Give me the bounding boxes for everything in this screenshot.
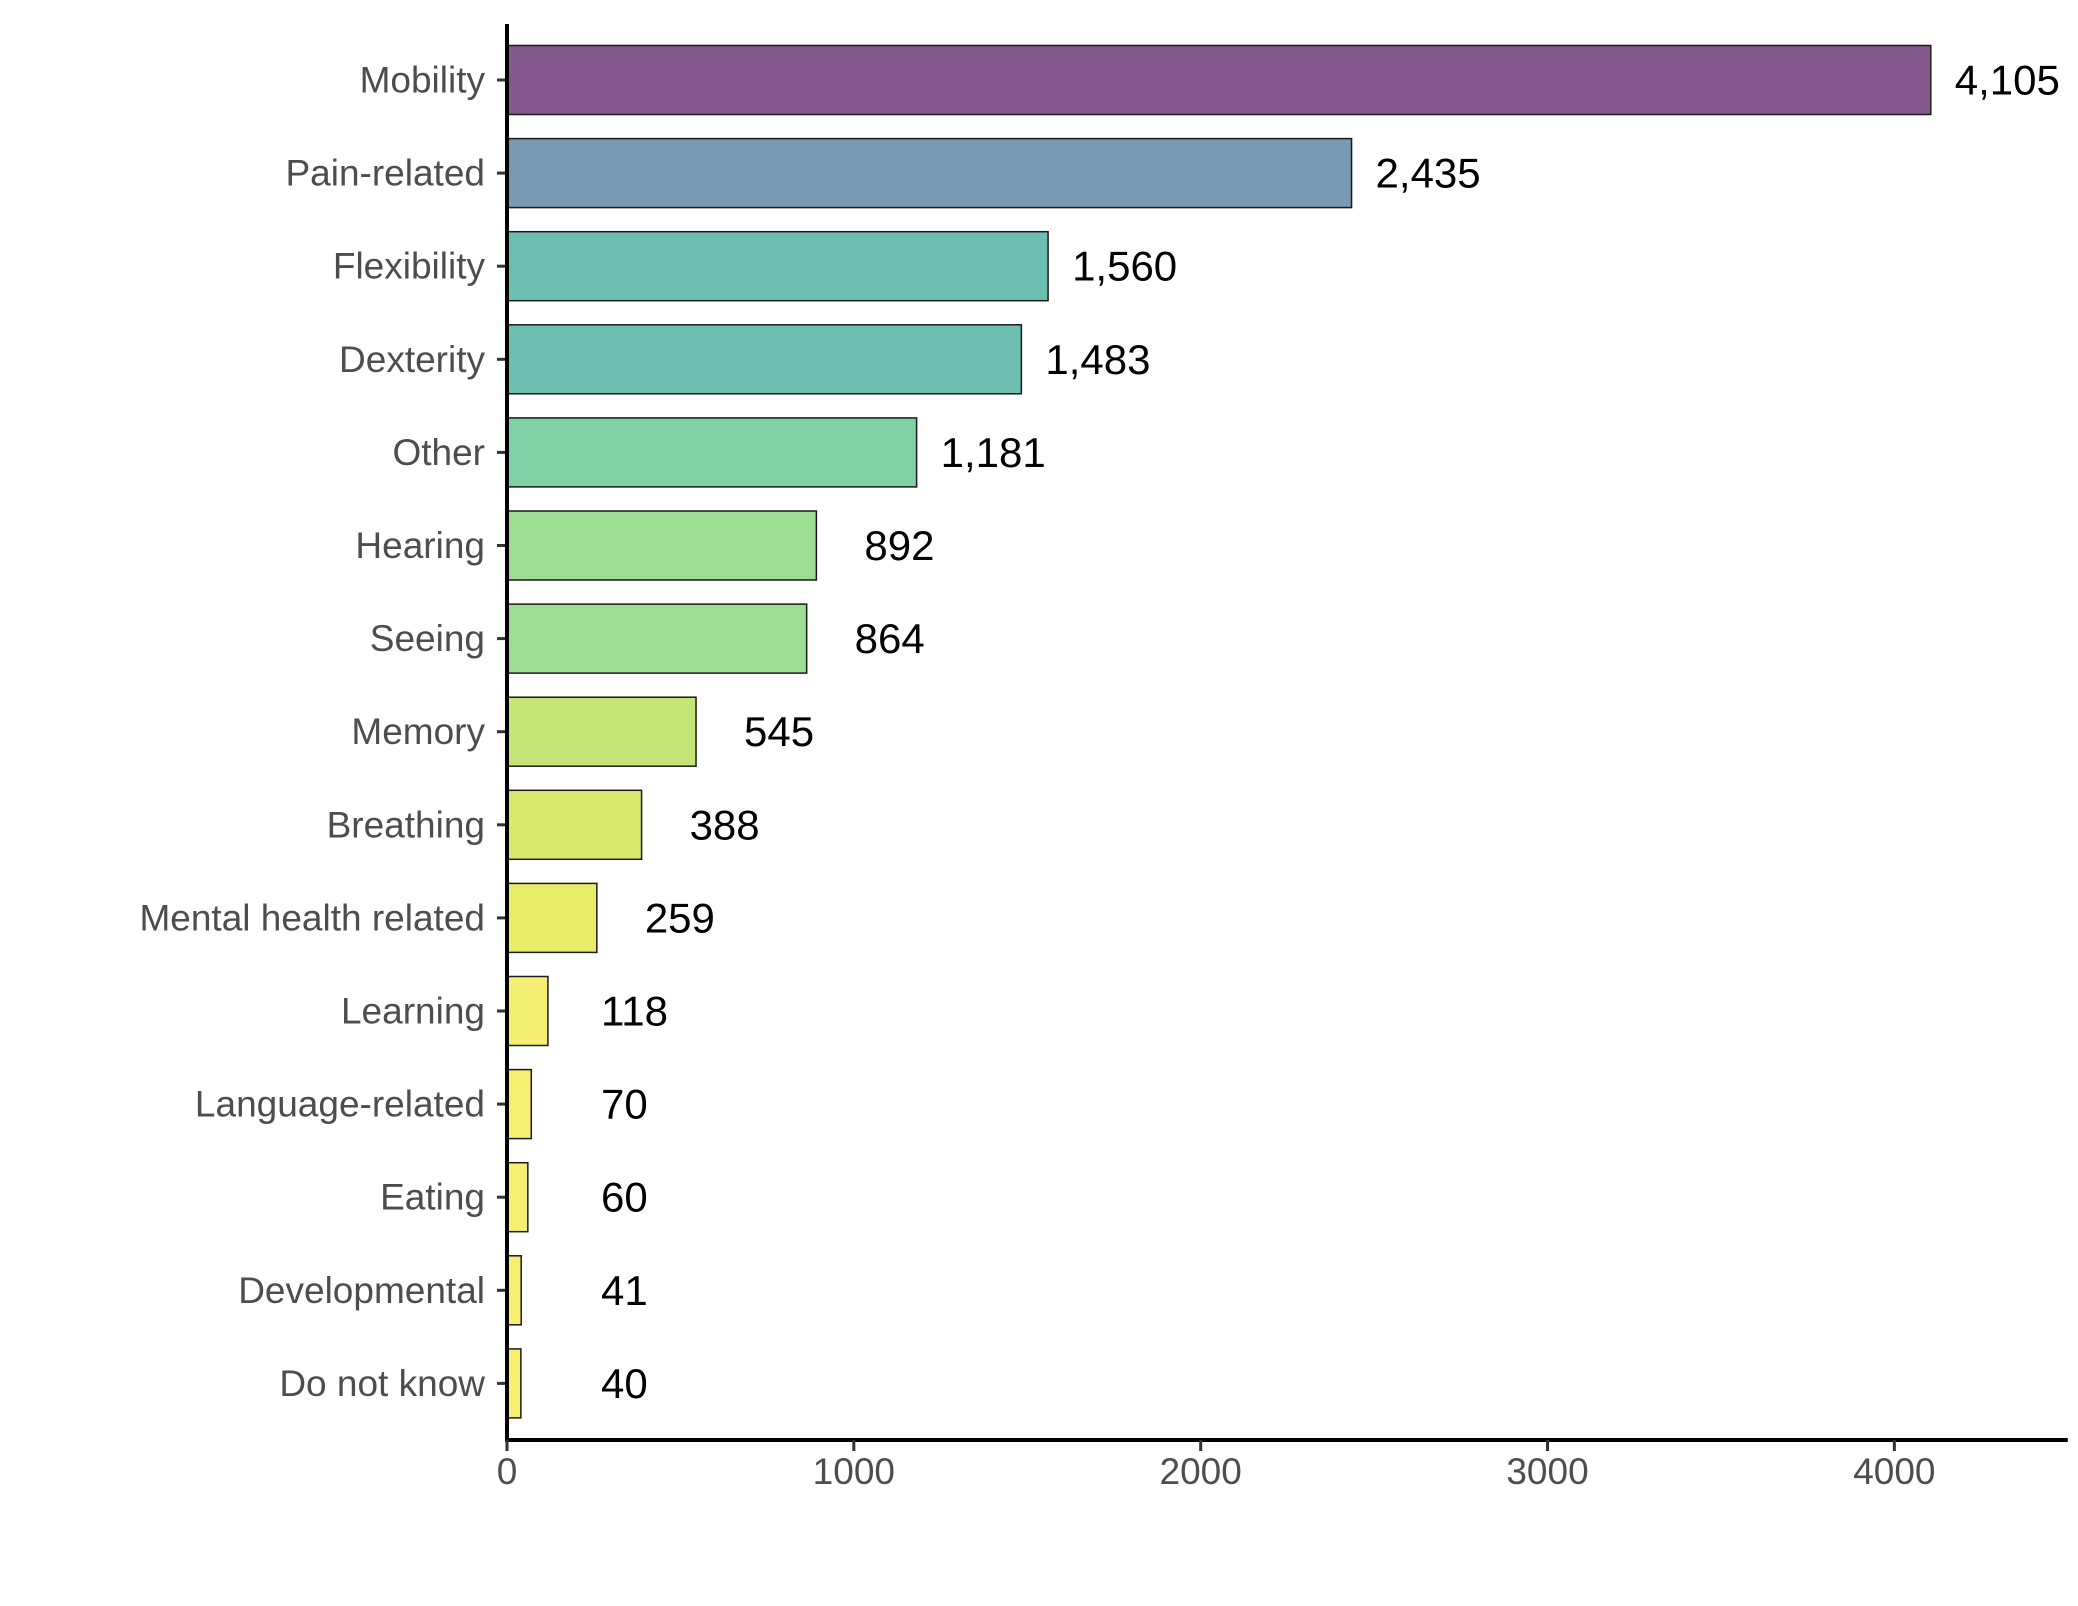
data-label-language-related: 70 [601, 1081, 648, 1128]
bar-do-not-know [506, 1348, 522, 1419]
data-label-do-not-know: 40 [601, 1360, 648, 1407]
bar-learning [506, 975, 549, 1047]
x-tick-label-3000: 3000 [1506, 1451, 1588, 1492]
data-label-mobility: 4,105 [1955, 57, 2060, 104]
data-label-memory: 545 [744, 708, 814, 755]
data-label-dexterity: 1,483 [1045, 336, 1150, 383]
y-tick-label-mental-health-related: Mental health related [139, 897, 485, 938]
x-tick-label-2000: 2000 [1160, 1451, 1242, 1492]
data-label-hearing: 892 [864, 522, 934, 569]
data-label-developmental: 41 [601, 1267, 648, 1314]
bar-flexibility [506, 230, 1049, 302]
x-tick-label-4000: 4000 [1853, 1451, 1935, 1492]
bars-layer [506, 44, 1932, 1419]
x-tick-label-1000: 1000 [813, 1451, 895, 1492]
y-tick-label-seeing: Seeing [370, 618, 485, 659]
bar-hearing [506, 510, 818, 581]
y-tick-label-breathing: Breathing [327, 804, 485, 845]
data-label-mental-health-related: 259 [645, 894, 715, 941]
bar-mental-health-related [506, 882, 598, 954]
y-tick-label-memory: Memory [351, 711, 485, 752]
y-tick-label-eating: Eating [380, 1177, 485, 1218]
bar-mobility [506, 44, 1932, 116]
y-tick-label-pain-related: Pain-related [285, 153, 485, 194]
data-label-learning: 118 [601, 988, 668, 1035]
y-tick-label-learning: Learning [341, 991, 485, 1032]
x-tick-label-0: 0 [497, 1451, 518, 1492]
y-tick-label-flexibility: Flexibility [333, 246, 486, 287]
data-label-seeing: 864 [855, 615, 925, 662]
data-label-breathing: 388 [690, 801, 760, 848]
data-label-pain-related: 2,435 [1376, 150, 1481, 197]
bar-dexterity [506, 324, 1023, 395]
y-tick-label-hearing: Hearing [355, 525, 485, 566]
bar-language-related [506, 1068, 533, 1140]
y-axis: Mobility Pain-related Flexibility Dexterity… [139, 24, 509, 1440]
bar-memory [506, 696, 697, 767]
bar-breathing [506, 789, 643, 861]
bar-developmental [506, 1255, 522, 1326]
y-tick-label-language-related: Language-related [195, 1084, 485, 1125]
data-label-flexibility: 1,560 [1072, 243, 1177, 290]
y-tick-label-do-not-know: Do not know [279, 1363, 485, 1404]
data-label-other: 1,181 [941, 429, 1046, 476]
y-tick-label-other: Other [392, 432, 485, 473]
data-label-eating: 60 [601, 1174, 648, 1221]
y-tick-label-dexterity: Dexterity [339, 339, 485, 380]
bar-eating [506, 1161, 529, 1233]
bar-other [506, 417, 918, 488]
y-tick-label-mobility: Mobility [360, 60, 486, 101]
y-tick-label-developmental: Developmental [238, 1270, 485, 1311]
bar-pain-related [506, 137, 1353, 209]
x-axis: 0 1000 2000 3000 4000 [497, 1438, 2068, 1492]
bar-seeing [506, 603, 808, 674]
